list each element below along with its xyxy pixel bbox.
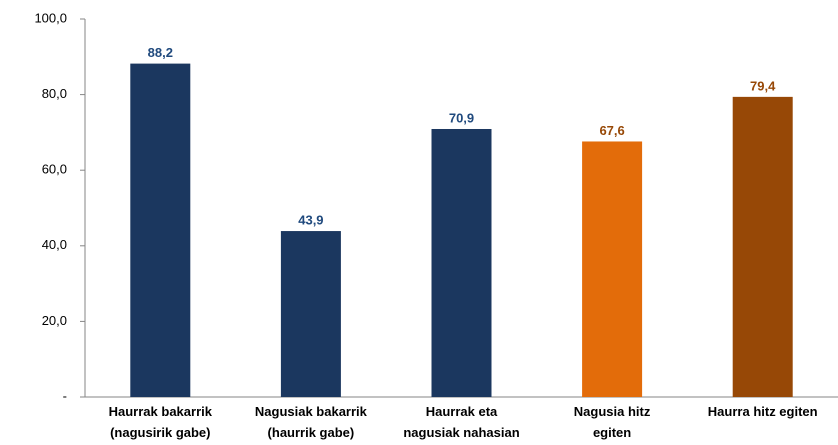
y-tick-label: - [63, 388, 67, 403]
y-tick-label: 40,0 [42, 237, 67, 252]
x-tick-label-line: egiten [593, 425, 631, 440]
bar [732, 96, 793, 398]
y-tick-label: 100,0 [34, 10, 67, 25]
y-tick-label: 20,0 [42, 313, 67, 328]
x-tick-label-line: Nagusia hitz [574, 404, 651, 419]
bar [280, 231, 341, 397]
x-tick-label-line: (haurrik gabe) [268, 425, 355, 440]
y-tick-label: 80,0 [42, 86, 67, 101]
bar [582, 141, 643, 397]
x-tick-label: Nagusia hitz egiten [574, 404, 651, 440]
data-label: 43,9 [298, 212, 323, 227]
data-label: 67,6 [599, 123, 624, 138]
x-tick-label-line: Haurrak eta [426, 404, 498, 419]
x-tick-label-line: (nagusirik gabe) [110, 425, 210, 440]
bar [431, 128, 492, 398]
data-label: 88,2 [148, 45, 173, 60]
x-tick-label-line: Haurrak bakarrik [109, 404, 213, 419]
data-label: 70,9 [449, 110, 474, 125]
x-tick-label-line: nagusiak nahasian [403, 425, 519, 440]
x-tick-label: Haurrak bakarrik (nagusirik gabe) [109, 404, 213, 440]
data-label: 79,4 [750, 78, 776, 93]
bar [130, 63, 191, 397]
x-tick-label: Haurrak eta nagusiak nahasian [403, 404, 519, 440]
x-tick-label-line: Nagusiak bakarrik [255, 404, 368, 419]
x-tick-label-line: Haurra hitz egiten [708, 404, 818, 419]
x-tick-label: Nagusiak bakarrik (haurrik gabe) [255, 404, 368, 440]
x-tick-label: Haurra hitz egiten [708, 404, 818, 419]
y-tick-label: 60,0 [42, 162, 67, 177]
